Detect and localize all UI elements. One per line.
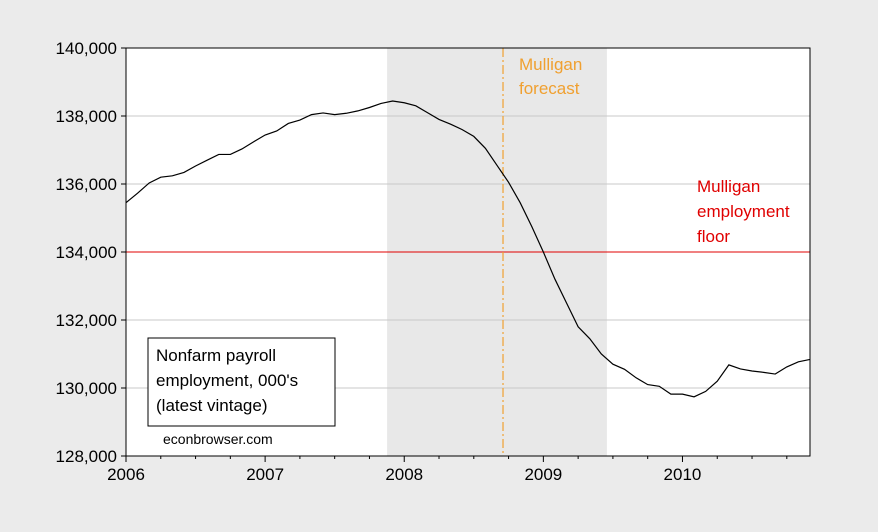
legend-frame <box>147 337 336 427</box>
legend-line-3: (latest vintage) <box>156 396 268 415</box>
y-tick-label: 128,000 <box>56 447 117 466</box>
floor-label-line-3: floor <box>697 227 730 246</box>
x-tick-label: 2006 <box>107 465 145 484</box>
x-tick-label: 2008 <box>385 465 423 484</box>
x-axis-ticks: 2006 2007 2008 2009 2010 <box>107 456 788 484</box>
forecast-label-line-1: Mulligan <box>519 55 582 74</box>
y-tick-label: 130,000 <box>56 379 117 398</box>
floor-label-line-2: employment <box>697 202 790 221</box>
employment-series-line <box>125 100 811 398</box>
x-tick-label: 2010 <box>664 465 702 484</box>
legend-line-2: employment, 000's <box>156 371 298 390</box>
credit-label: econbrowser.com <box>163 431 273 447</box>
y-tick-label: 134,000 <box>56 243 117 262</box>
y-tick-label: 136,000 <box>56 175 117 194</box>
x-tick-label: 2007 <box>246 465 284 484</box>
y-axis-ticks: 128,000 130,000 132,000 134,000 136,000 138,0… <box>56 39 126 466</box>
y-tick-label: 138,000 <box>56 107 117 126</box>
legend-box: Nonfarm payroll employment, 000's (lates… <box>147 337 336 427</box>
y-tick-label: 132,000 <box>56 311 117 330</box>
forecast-label-line-2: forecast <box>519 79 580 98</box>
y-tick-label: 140,000 <box>56 39 117 58</box>
legend-line-1: Nonfarm payroll <box>156 346 276 365</box>
floor-label-line-1: Mulligan <box>697 177 760 196</box>
floor-annotation: Mulligan employment floor <box>697 177 790 246</box>
forecast-annotation: Mulligan forecast <box>519 55 582 98</box>
x-tick-label: 2009 <box>524 465 562 484</box>
